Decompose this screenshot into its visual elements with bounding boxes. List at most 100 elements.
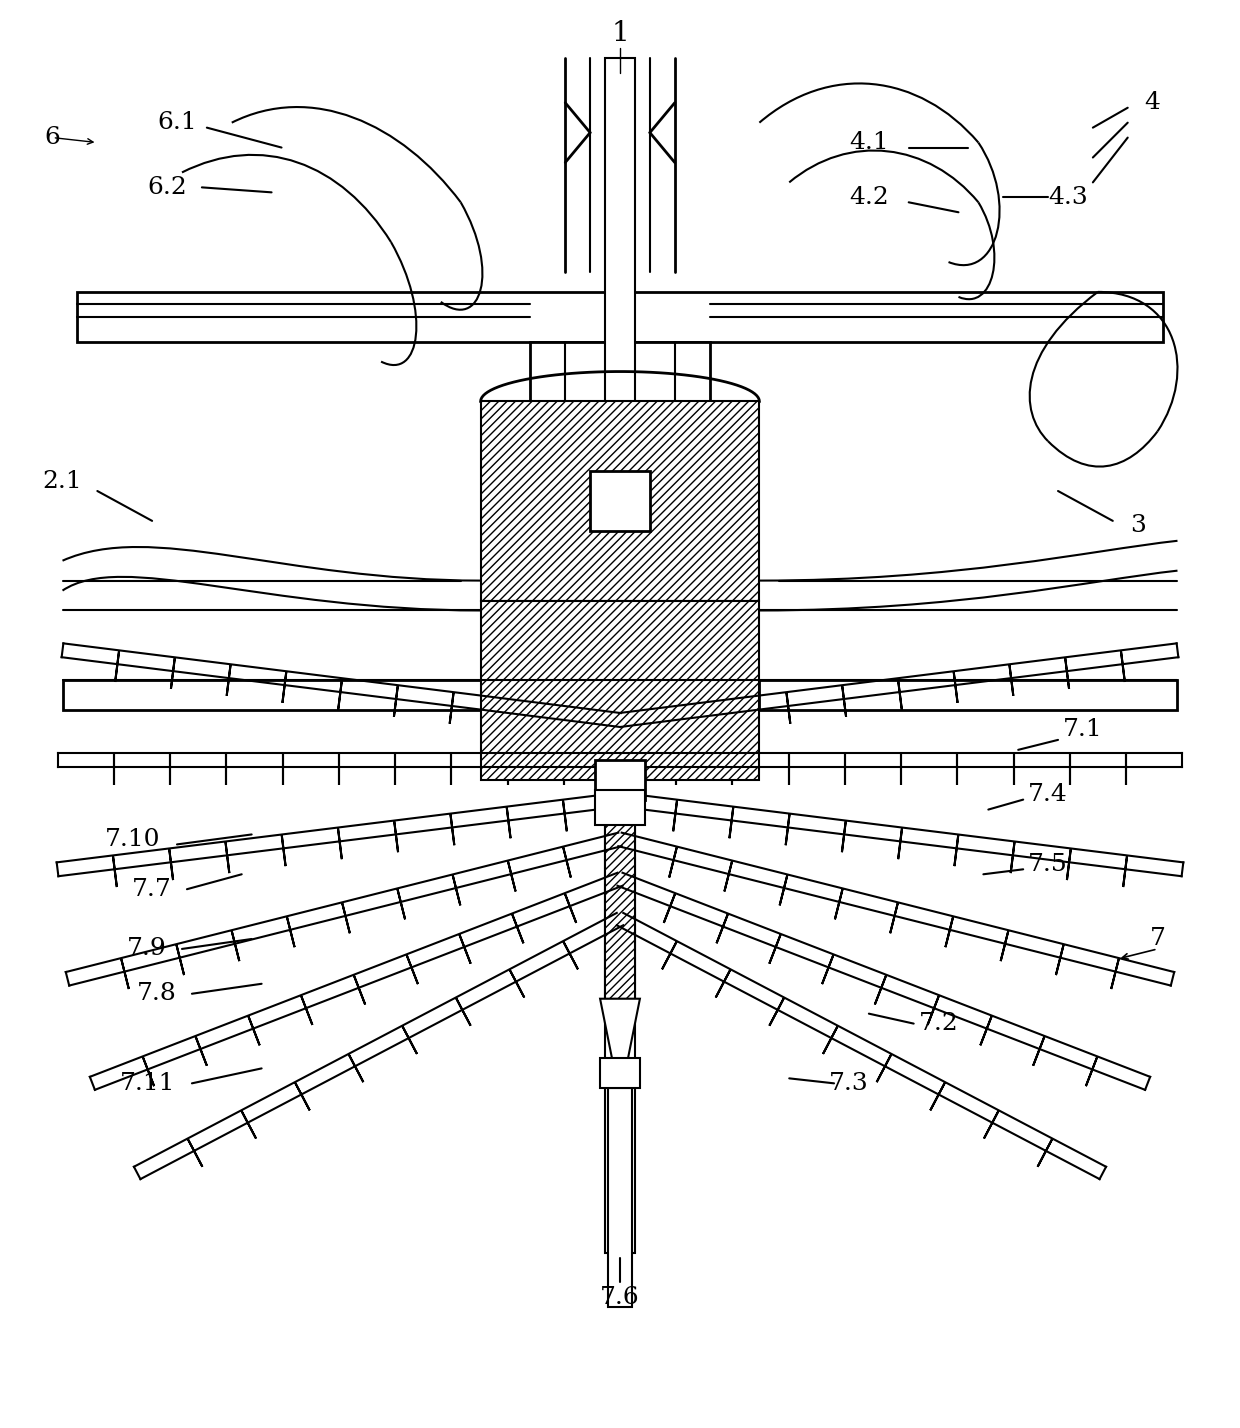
Polygon shape [898,678,901,710]
Bar [531,341,709,401]
Polygon shape [507,807,511,838]
Polygon shape [670,847,677,877]
Polygon shape [724,861,732,891]
Polygon shape [459,934,471,964]
Polygon shape [605,800,635,998]
Polygon shape [562,705,565,738]
Polygon shape [1056,944,1064,975]
Polygon shape [715,970,730,998]
Text: 7.3: 7.3 [830,1072,869,1095]
Polygon shape [1033,1037,1044,1065]
Bar [608,1088,632,1307]
Bar [77,291,1163,341]
Polygon shape [675,705,678,738]
Polygon shape [402,1025,417,1054]
Polygon shape [954,671,957,703]
Polygon shape [397,888,405,920]
Polygon shape [171,657,175,688]
Text: 7.8: 7.8 [138,982,177,1005]
Text: 4: 4 [1145,91,1161,114]
Polygon shape [286,917,295,947]
Polygon shape [450,814,454,845]
Polygon shape [600,998,640,1058]
Polygon shape [281,834,285,867]
Bar [605,59,635,1252]
Polygon shape [1001,930,1008,961]
Polygon shape [512,914,523,944]
Polygon shape [875,975,887,1004]
Text: 4.3: 4.3 [1048,186,1087,208]
Polygon shape [113,855,117,887]
Polygon shape [456,998,471,1025]
Polygon shape [226,841,229,873]
Polygon shape [510,970,525,998]
Text: 7.2: 7.2 [919,1012,959,1035]
Text: 7.4: 7.4 [1028,783,1068,807]
Text: 6.2: 6.2 [148,176,187,198]
Polygon shape [769,934,781,964]
Polygon shape [717,914,728,944]
Text: 1: 1 [611,20,629,47]
Text: 7.5: 7.5 [1028,853,1068,875]
Polygon shape [928,995,939,1025]
Polygon shape [1009,664,1013,695]
Bar [595,790,645,824]
Polygon shape [823,1025,838,1054]
Polygon shape [985,1111,998,1138]
Polygon shape [563,800,567,831]
Polygon shape [842,685,846,717]
Polygon shape [780,874,787,905]
Polygon shape [339,678,342,710]
Text: 7.11: 7.11 [119,1072,175,1095]
Text: 6: 6 [45,126,61,149]
Polygon shape [283,671,286,703]
Polygon shape [563,941,578,970]
Polygon shape [1066,848,1071,880]
Bar [600,1058,640,1088]
Polygon shape [955,834,959,867]
Polygon shape [169,848,174,880]
Text: 4.1: 4.1 [849,131,889,154]
Text: 4.2: 4.2 [849,186,889,208]
Text: 7.6: 7.6 [600,1285,640,1309]
Polygon shape [62,680,481,710]
Text: 6.1: 6.1 [157,111,197,134]
Polygon shape [564,892,577,922]
Polygon shape [786,693,790,724]
Polygon shape [930,1082,945,1111]
Polygon shape [115,650,119,683]
Text: 3: 3 [1130,514,1146,537]
Polygon shape [890,902,898,934]
Polygon shape [1111,958,1118,990]
Polygon shape [729,807,733,838]
Polygon shape [563,847,570,877]
Polygon shape [673,800,677,831]
Polygon shape [453,874,460,905]
Polygon shape [348,1054,363,1082]
Polygon shape [835,888,843,920]
Polygon shape [407,954,418,984]
Polygon shape [353,975,365,1004]
Polygon shape [301,995,312,1025]
Polygon shape [342,902,350,934]
Polygon shape [877,1054,892,1082]
Text: 2.1: 2.1 [42,470,82,493]
Polygon shape [1011,841,1014,873]
Polygon shape [176,944,184,975]
Polygon shape [1123,855,1127,887]
Polygon shape [1038,1138,1053,1167]
Bar [595,760,645,800]
Polygon shape [508,861,516,891]
Text: 7.10: 7.10 [104,828,160,851]
Polygon shape [786,814,790,845]
Polygon shape [248,1015,259,1045]
Polygon shape [730,700,734,731]
Polygon shape [842,821,846,853]
Polygon shape [1086,1057,1097,1087]
Polygon shape [769,998,784,1025]
Text: 7.9: 7.9 [128,937,167,961]
Polygon shape [295,1082,310,1111]
Polygon shape [945,917,954,947]
Polygon shape [1065,657,1069,688]
Text: 7.7: 7.7 [133,878,172,901]
